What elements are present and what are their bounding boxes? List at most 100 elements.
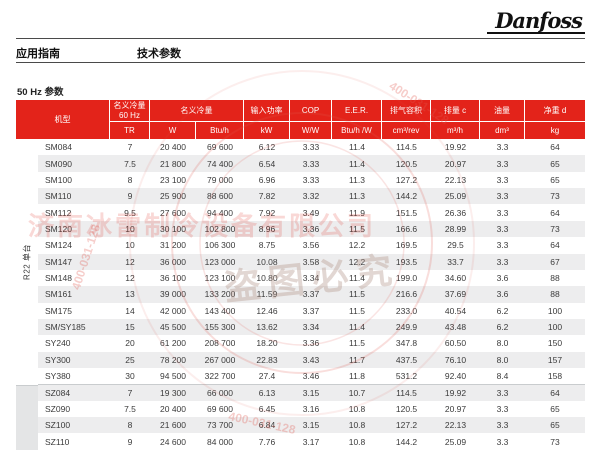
- cell-value: 11.3: [349, 174, 365, 185]
- cell-value: 22.83: [256, 354, 278, 365]
- cell-value: 3.6: [496, 289, 509, 300]
- cell-value: 143 400: [204, 305, 236, 316]
- cell-value: 3.3: [496, 174, 509, 185]
- cell-value: 199.0: [395, 273, 418, 284]
- cell-value: 67: [550, 256, 560, 267]
- cell-value: 155 300: [204, 322, 236, 333]
- cell-value: 8.0: [496, 338, 509, 349]
- cell-value: 10.8: [348, 420, 366, 431]
- cell-value: 3.37: [302, 289, 320, 300]
- cell-value: 20.97: [444, 158, 467, 169]
- cell-value: 123 100: [204, 273, 236, 284]
- cell-value: 7: [127, 142, 133, 153]
- unit-cm3rev: cm³/rev: [382, 122, 431, 139]
- cell-model: SM148: [45, 273, 72, 284]
- cell-value: 25: [125, 354, 135, 365]
- unit-btu: Btu/h: [196, 122, 244, 139]
- table-row: SZ100 8 21 600 73 700 6.84 3.15 10.8 127.2 22.13…: [38, 417, 585, 434]
- cell-value: 73: [550, 223, 560, 234]
- cell-value: 106 300: [204, 240, 236, 251]
- cell-value: 11.7: [349, 354, 365, 365]
- cell-value: 20 400: [160, 403, 186, 414]
- cell-value: 8.4: [496, 371, 509, 382]
- cell-model: SM100: [45, 174, 72, 185]
- table-row: SM175 14 42 000 143 400 12.46 3.37 11.5 233.0 40…: [38, 303, 585, 319]
- table-row: SM120 10 30 100 102 800 8.96 3.36 11.5 166.6 28.…: [38, 220, 585, 238]
- cell-value: 11.5: [349, 305, 365, 316]
- cell-value: 7: [127, 388, 133, 399]
- cell-value: 65: [550, 420, 560, 431]
- col-header-cop: COP: [290, 100, 332, 122]
- cell-value: 78 200: [160, 354, 186, 365]
- cell-value: 11.8: [349, 371, 365, 382]
- cell-value: 92.40: [444, 371, 467, 382]
- cell-value: 3.58: [302, 256, 320, 267]
- cell-value: 33.7: [447, 256, 464, 267]
- col-header-capacity-60hz: 名义冷量 60 Hz: [110, 100, 150, 122]
- cell-value: 166.6: [395, 223, 418, 234]
- cell-value: 6.13: [258, 388, 276, 399]
- table-row: SM100 8 23 100 79 000 6.96 3.33 11.3 127.2 22.13…: [38, 172, 585, 188]
- cell-value: 3.3: [496, 223, 509, 234]
- cell-value: 6.84: [258, 420, 276, 431]
- unit-kg: kg: [550, 125, 560, 135]
- table-row: SZ110 9 24 600 84 000 7.76 3.17 10.8 144.2 25.09…: [38, 433, 585, 449]
- cell-value: 60.50: [444, 338, 467, 349]
- cell-value: 13.62: [256, 322, 278, 333]
- header-divider: [16, 62, 585, 63]
- cell-value: 21 600: [160, 420, 186, 431]
- cell-value: 76.10: [444, 354, 467, 365]
- cell-value: 88 600: [207, 191, 233, 202]
- cell-model: SZ090: [45, 403, 71, 414]
- table-row: SM161 13 39 000 133 200 11.59 3.37 11.5 216.6 37…: [38, 286, 585, 303]
- unit-w: W: [150, 122, 196, 139]
- cell-model: SM120: [45, 223, 72, 234]
- cell-value: 133 200: [204, 289, 236, 300]
- cell-value: 64: [550, 142, 560, 153]
- cell-model: SM084: [45, 142, 72, 153]
- cell-value: 79 000: [207, 174, 233, 185]
- cell-value: 3.33: [302, 142, 320, 153]
- cell-model: SM161: [45, 289, 72, 300]
- cell-model: SY240: [45, 338, 71, 349]
- cell-value: 3.43: [302, 354, 320, 365]
- cell-value: 3.34: [302, 273, 320, 284]
- cell-value: 64: [550, 207, 560, 218]
- cell-value: 8: [127, 174, 133, 185]
- cell-value: 69 600: [207, 403, 233, 414]
- cell-value: 25 900: [160, 191, 186, 202]
- cell-value: 30: [125, 371, 135, 382]
- cell-value: 7.5: [124, 403, 136, 414]
- cell-value: 158: [547, 371, 563, 382]
- table-row: SM148 12 36 100 123 100 10.80 3.34 11.4 199.0 34…: [38, 270, 585, 286]
- cell-value: 114.5: [396, 142, 417, 153]
- cell-value: 34.60: [444, 273, 467, 284]
- cell-value: 14: [125, 305, 135, 316]
- cell-value: 169.5: [395, 240, 418, 251]
- cell-value: 3.37: [302, 305, 320, 316]
- cell-value: 123 000: [204, 256, 236, 267]
- cell-value: 120.5: [395, 403, 418, 414]
- cell-value: 22.13: [444, 420, 467, 431]
- cell-value: 45 500: [160, 322, 186, 333]
- cell-value: 36 100: [160, 273, 186, 284]
- table-row: SY300 25 78 200 267 000 22.83 3.43 11.7 437.5 76…: [38, 351, 585, 369]
- cell-value: 8.0: [496, 354, 509, 365]
- cell-model: SZ084: [45, 388, 71, 399]
- unit-eer: Btu/h /W: [332, 122, 382, 139]
- table-caption: 50 Hz 参数: [17, 87, 64, 98]
- cell-value: 27 600: [160, 207, 186, 218]
- cell-value: 10: [125, 223, 135, 234]
- cell-value: 10.80: [256, 273, 278, 284]
- cell-value: 94 500: [160, 371, 186, 382]
- cell-value: 19 300: [160, 388, 186, 399]
- cell-value: 11.3: [349, 191, 365, 202]
- cell-value: 64: [550, 388, 560, 399]
- table-row: SM112 9.5 27 600 94 400 7.92 3.49 11.9 151.5 26.…: [38, 204, 585, 220]
- cell-value: 3.3: [496, 240, 509, 251]
- table-row: SM124 10 31 200 106 300 8.75 3.56 12.2 169.5 29.…: [38, 237, 585, 253]
- cell-model: SZ100: [45, 420, 71, 431]
- cell-value: 10.7: [348, 388, 366, 399]
- cell-value: 11.4: [349, 273, 365, 284]
- cell-value: 10: [125, 240, 135, 251]
